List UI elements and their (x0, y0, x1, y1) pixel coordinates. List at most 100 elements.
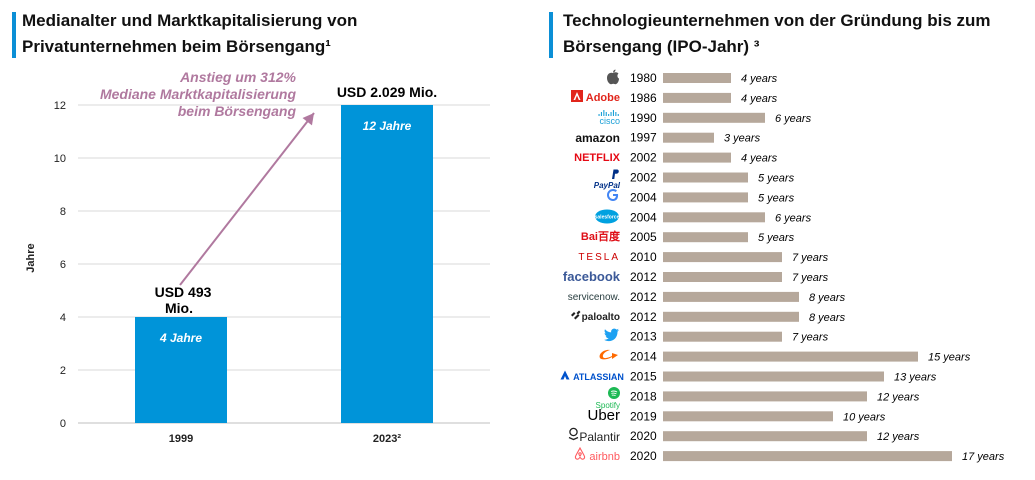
salesforce-icon: salesforce (560, 208, 620, 230)
ipo-year-label: 2020 (630, 429, 657, 443)
facebook-icon: facebook (560, 268, 620, 287)
increase-annotation: Anstieg um 312% (179, 69, 296, 85)
years-to-ipo-label: 17 years (962, 451, 1005, 463)
years-to-ipo-bar (663, 272, 782, 282)
y-tick-label: 4 (60, 312, 66, 324)
company-logo-text: PayPal (593, 180, 620, 190)
baidu-icon: Bai百度 (560, 228, 620, 246)
company-logo-text: facebook (562, 269, 620, 284)
y-tick-label: 0 (60, 418, 66, 430)
alibaba-icon (560, 348, 620, 368)
years-to-ipo-bar (663, 351, 918, 362)
years-to-ipo-bar (663, 371, 884, 382)
y-tick-label: 2 (60, 365, 66, 377)
y-tick-label: 10 (54, 153, 66, 165)
years-to-ipo-bar (663, 212, 765, 223)
years-to-ipo-label: 5 years (758, 192, 795, 204)
atlassian-icon: ATLASSIAN (560, 368, 624, 386)
years-to-ipo-bar (663, 112, 765, 123)
y-tick-label: 6 (60, 259, 66, 271)
years-to-ipo-label: 6 years (775, 113, 812, 125)
years-to-ipo-label: 6 years (775, 212, 812, 224)
bar-value-label: 12 Jahre (363, 119, 412, 133)
years-to-ipo-label: 5 years (758, 232, 795, 244)
ipo-year-label: 2015 (630, 370, 657, 384)
company-logo-text: servicenow. (567, 291, 620, 303)
ipo-year-label: 2012 (630, 270, 657, 284)
years-to-ipo-bar (663, 232, 748, 243)
years-to-ipo-bar (663, 192, 748, 203)
increase-arrowhead (302, 113, 314, 126)
ipo-year-label: 2020 (630, 449, 657, 463)
years-to-ipo-label: 8 years (809, 312, 846, 324)
company-logo-text: amazon (575, 130, 620, 145)
apple-icon (560, 69, 620, 91)
company-logo-text: cisco (599, 115, 620, 126)
company-logo-text: NETFLIX (574, 151, 620, 164)
ipo-year-label: 2004 (630, 190, 657, 204)
years-to-ipo-bar (663, 252, 782, 263)
years-to-ipo-label: 4 years (741, 93, 778, 105)
years-to-ipo-bar (663, 73, 731, 83)
left-chart-title-line2: Privatunternehmen beim Börsengang¹ (22, 37, 331, 56)
ipo-year-label: 2012 (630, 310, 657, 324)
years-to-ipo-label: 12 years (877, 391, 920, 403)
years-to-ipo-label: 12 years (877, 431, 920, 443)
tesla-icon: TESLA (560, 248, 620, 267)
years-to-ipo-label: 5 years (758, 173, 795, 185)
twitter-icon (560, 328, 620, 348)
years-to-ipo-label: 7 years (792, 272, 829, 284)
ipo-year-label: 2002 (630, 171, 657, 185)
years-to-ipo-bar (663, 431, 867, 442)
median-age-bar (135, 317, 227, 423)
paloalto-icon: paloalto (560, 308, 620, 327)
years-to-ipo-label: 15 years (928, 352, 971, 364)
years-to-ipo-bar (663, 411, 833, 422)
y-tick-label: 8 (60, 206, 66, 218)
company-logo-text: ATLASSIAN (573, 371, 624, 382)
ipo-year-label: 2005 (630, 230, 657, 244)
company-logo-text: Uber (587, 407, 620, 425)
airbnb-icon: airbnb (560, 446, 620, 466)
ipo-year-label: 1986 (630, 91, 657, 105)
right-title-accent-bar (549, 12, 553, 58)
company-logo-text: Adobe (585, 91, 620, 104)
google-icon (560, 188, 620, 208)
x-tick-label: 1999 (169, 433, 193, 445)
years-to-ipo-label: 8 years (809, 292, 846, 304)
median-age-bar-chart: 0 2 4 6 8 10 12 Jahre 4 Jahre 1999 12 Jahre 2023² U… (25, 69, 490, 445)
ipo-year-label: 2012 (630, 290, 657, 304)
left-chart-title: Medianalter und Marktkapitalisierung von… (22, 8, 357, 60)
palantir-icon: Palantir (560, 427, 620, 447)
years-to-ipo-label: 4 years (741, 153, 778, 165)
left-title-accent-bar (12, 12, 16, 58)
years-to-ipo-bar (663, 132, 714, 143)
years-to-ipo-label: 13 years (894, 372, 937, 384)
ipo-year-label: 2018 (630, 389, 657, 403)
years-to-ipo-label: 7 years (792, 252, 829, 264)
left-chart-title-line1: Medianalter und Marktkapitalisierung von (22, 11, 358, 30)
increase-arrow (179, 112, 315, 286)
increase-annotation: beim Börsengang (178, 103, 297, 119)
ipo-year-label: 2013 (630, 330, 657, 344)
netflix-icon: NETFLIX (560, 149, 620, 167)
years-to-ipo-label: 3 years (724, 133, 761, 145)
ipo-year-label: 2019 (630, 409, 657, 423)
market-cap-label: USD 2.029 Mio. (337, 84, 437, 100)
company-logo-text: TESLA (578, 252, 620, 264)
amazon-icon: amazon (560, 129, 620, 148)
ipo-year-label: 1990 (630, 111, 657, 125)
y-tick-label: 12 (54, 100, 66, 112)
market-cap-label: USD 493 Mio. (155, 284, 212, 316)
x-tick-label: 2023² (373, 433, 401, 445)
years-to-ipo-bar (663, 391, 867, 402)
years-to-ipo-label: 10 years (843, 411, 886, 423)
median-age-bar (341, 105, 433, 423)
years-to-ipo-label: 7 years (792, 332, 829, 344)
company-logo-text: Bai百度 (580, 231, 620, 244)
ipo-year-label: 2004 (630, 210, 657, 224)
cisco-icon: cisco (560, 109, 620, 126)
years-to-ipo-bar (663, 451, 952, 462)
years-to-ipo-bar (663, 152, 731, 163)
company-logo-text: airbnb (589, 451, 620, 464)
